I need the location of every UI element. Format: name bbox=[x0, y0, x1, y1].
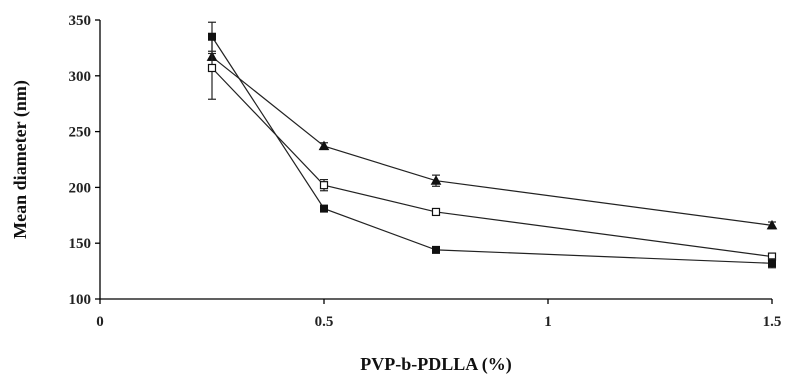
series-open-square bbox=[207, 36, 777, 261]
y-tick-label: 350 bbox=[69, 13, 92, 29]
data-point bbox=[768, 259, 776, 268]
series-line bbox=[211, 56, 773, 226]
y-tick-label: 200 bbox=[69, 180, 92, 196]
data-point bbox=[207, 63, 217, 73]
x-tick-label: 0 bbox=[96, 314, 104, 330]
series-line bbox=[211, 36, 773, 264]
x-tick-label: 1 bbox=[544, 314, 552, 330]
x-tick-label: 0.5 bbox=[315, 314, 334, 330]
ticks: 100 150 200 250 300 350 0 0.5 1 1.5 bbox=[69, 13, 782, 330]
data-point bbox=[208, 32, 216, 41]
y-tick-label: 150 bbox=[69, 236, 92, 252]
x-axis-title: PVP-b-PDLLA (%) bbox=[360, 354, 512, 375]
data-point bbox=[430, 175, 442, 185]
series-filled-square bbox=[208, 21, 776, 269]
data-point bbox=[320, 204, 328, 213]
series-line bbox=[211, 67, 773, 258]
data-point bbox=[318, 140, 330, 151]
data-point bbox=[432, 245, 440, 254]
y-tick-label: 100 bbox=[69, 292, 92, 308]
data-point bbox=[766, 219, 778, 230]
series-group bbox=[206, 21, 778, 269]
data-point bbox=[431, 207, 441, 217]
series-triangle bbox=[206, 51, 778, 230]
y-tick-label: 300 bbox=[69, 69, 92, 85]
x-tick-label: 1.5 bbox=[763, 314, 782, 330]
axes bbox=[99, 20, 772, 300]
data-point bbox=[319, 181, 329, 190]
y-tick-label: 250 bbox=[69, 125, 92, 141]
y-axis-title: Mean diameter (nm) bbox=[10, 80, 31, 239]
